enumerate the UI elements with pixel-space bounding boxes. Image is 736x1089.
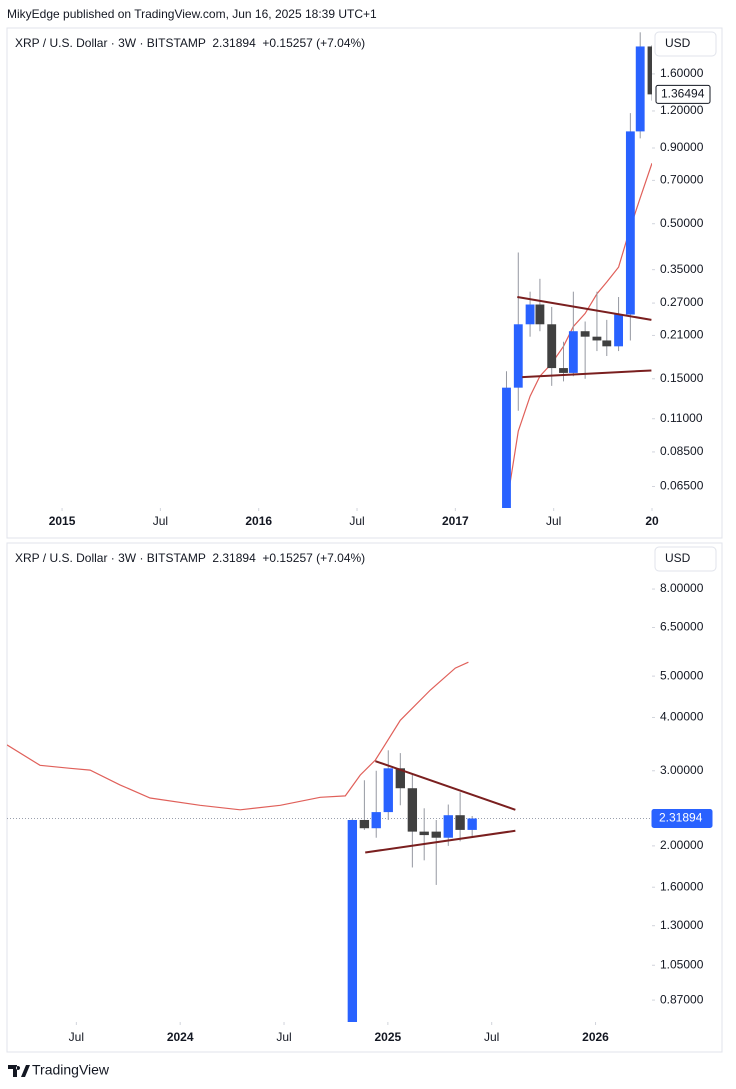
y-tick-label: 2.00000 [660,838,704,852]
y-tick-label: 5.00000 [660,668,704,682]
y-tick-label: 4.00000 [660,710,704,724]
y-tick-label: 0.87000 [660,992,704,1006]
x-tick-label: Jul [484,1030,499,1044]
candle-body [547,324,557,369]
tradingview-logo [8,1065,30,1077]
trendline [522,369,652,379]
x-tick-label: Jul [276,1030,291,1044]
header: MikyEdge published on TradingView.com, J… [7,7,377,21]
candle-body [455,815,465,830]
chart-title: XRP / U.S. Dollar · 3W · BITSTAMP 2.3189… [15,36,365,50]
y-tick-label: 0.70000 [660,173,704,187]
moving-average [7,661,469,811]
panel-frame [6,27,723,539]
candle-body [580,331,590,337]
candle-body [467,818,477,830]
plot-area [502,32,652,508]
trendline [375,760,516,811]
x-tick-label: 2016 [245,514,272,528]
trendline [365,829,516,854]
x-tick-label: 2017 [442,514,469,528]
y-tick-label: 0.35000 [660,262,704,276]
currency-label[interactable]: USD [665,551,691,565]
x-tick-label: Jul [349,514,364,528]
candle-body [568,331,578,373]
candle-body [371,812,381,829]
plot-area [7,661,652,1022]
y-tick-label: 0.06500 [660,479,704,493]
candle-body [347,819,358,1022]
y-tick-label: 1.30000 [660,918,704,932]
trendline [517,296,652,321]
last-price-box [651,808,713,828]
x-tick-label: 2015 [49,514,76,528]
y-tick-label: 6.50000 [660,620,704,634]
y-tick-label: 0.90000 [660,140,704,154]
x-tick-label: 2025 [375,1030,402,1044]
candle-body [359,819,370,829]
candle-body [625,131,635,315]
candle-body [395,768,405,789]
candle-body [443,815,453,838]
panel-frame [6,542,723,1053]
candle-body [419,831,429,836]
y-tick-label: 0.21000 [660,328,704,342]
candle-body [431,831,441,838]
candle-body [559,368,568,373]
candle-body [614,314,623,347]
x-tick-label: Jul [153,514,168,528]
y-tick-label: 1.05000 [660,957,704,971]
last-price-box [655,84,711,104]
y-tick-label: 1.60000 [660,879,704,893]
y-tick-label: 0.27000 [660,295,704,309]
candle-body [525,304,535,325]
x-tick-label: 20 [645,514,659,528]
y-tick-label: 0.11000 [660,411,703,425]
candle-body [383,768,393,813]
chart-title: XRP / U.S. Dollar · 3W · BITSTAMP 2.3189… [15,551,365,565]
y-tick-label: 0.50000 [660,216,704,230]
candle-body [407,788,418,832]
candle-body [513,324,523,388]
y-tick-label: 1.60000 [660,66,704,80]
candle-body [635,46,645,132]
candle-body [602,340,612,347]
x-tick-label: Jul [546,514,561,528]
candle-body [647,46,652,95]
last-price-label: 2.31894 [659,811,703,825]
candle-body [592,336,602,341]
x-tick-label: Jul [69,1030,84,1044]
y-tick-label: 1.20000 [660,103,704,117]
y-tick-label: 8.00000 [660,581,704,595]
candle-body [535,304,545,325]
candle-body [502,387,511,508]
currency-button[interactable] [654,546,717,572]
y-tick-label: 0.08500 [660,444,704,458]
y-tick-label: 3.00000 [660,763,704,777]
currency-button[interactable] [654,31,717,57]
currency-label[interactable]: USD [665,36,691,50]
logo-text: TradingView [32,1062,110,1078]
y-tick-label: 0.15000 [660,371,704,385]
last-price-label: 1.36494 [661,87,705,101]
x-tick-label: 2024 [167,1030,194,1044]
x-tick-label: 2026 [582,1030,609,1044]
